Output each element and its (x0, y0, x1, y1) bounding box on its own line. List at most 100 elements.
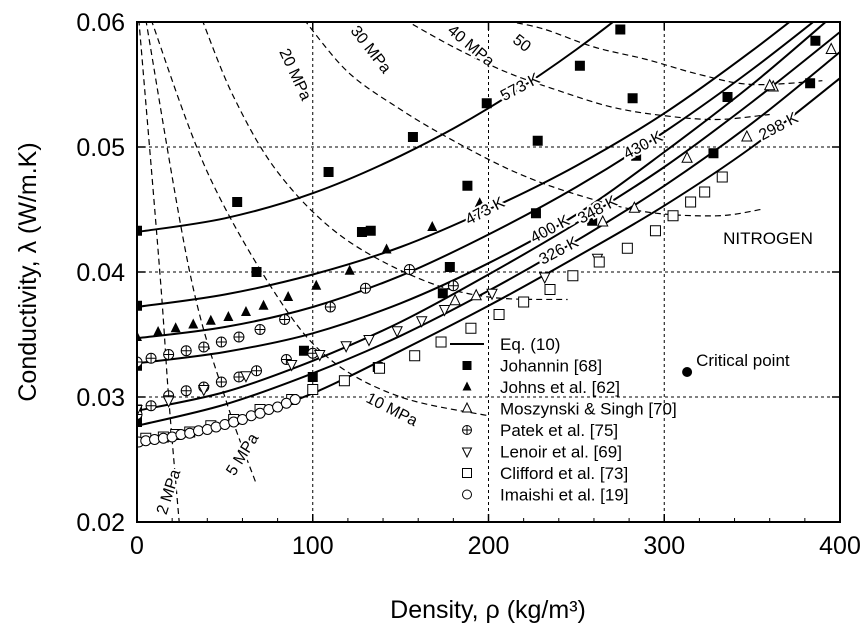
marker-open-down-triangle (438, 305, 451, 317)
marker-open-triangle (596, 214, 609, 227)
x-tick-label: 300 (643, 532, 685, 560)
marker-open-triangle (681, 151, 693, 163)
marker-open-square (544, 284, 556, 295)
marker-open-square (649, 225, 661, 237)
x-tick-label: 200 (468, 532, 510, 560)
x-tick-label: 100 (292, 532, 334, 560)
marker-open-triangle (763, 78, 776, 91)
marker-open-down-triangle (137, 405, 143, 417)
marker-open-down-triangle (363, 335, 375, 347)
marker-open-triangle (470, 288, 483, 301)
marker-filled-square (532, 135, 543, 146)
legend-label: Patek et al. [75] (500, 421, 618, 440)
marker-filled-square (137, 225, 142, 236)
marker-filled-triangle (344, 264, 355, 275)
marker-open-square (374, 362, 386, 374)
y-tick-label: 0.06 (76, 9, 125, 37)
marker-filled-triangle (205, 314, 216, 325)
marker-open-circle (462, 489, 472, 500)
y-tick-label: 0.04 (76, 259, 125, 287)
marker-open-down-triangle (415, 316, 428, 328)
isobar-label: 10 MPa (363, 390, 420, 430)
marker-filled-square (627, 93, 638, 104)
isotherm-label: 348 K (575, 193, 620, 228)
marker-crossed-circle (359, 282, 371, 294)
marker-filled-square (437, 288, 448, 299)
legend: Eq. (10) Johannin [68] Johns et al. [62] Mo… (450, 335, 677, 505)
marker-open-square (493, 309, 505, 320)
isotherm-line (137, 22, 792, 308)
marker-open-down-triangle (538, 272, 551, 285)
marker-filled-square (615, 24, 626, 35)
marker-filled-square (587, 215, 598, 226)
marker-open-square (567, 270, 579, 282)
marker-open-down-triangle (197, 385, 210, 397)
marker-filled-square (298, 345, 309, 356)
marker-open-square (409, 350, 421, 362)
marker-open-square (667, 210, 679, 222)
marker-open-square (435, 336, 447, 348)
marker-open-square (465, 322, 477, 334)
legend-label: Johannin [68] (500, 357, 602, 376)
marker-filled-triangle (258, 299, 269, 310)
marker-filled-triangle (240, 306, 251, 316)
marker-open-triangle (461, 401, 473, 413)
marker-filled-triangle (170, 322, 181, 333)
marker-open-square (518, 296, 530, 308)
marker-crossed-circle (180, 345, 192, 357)
marker-crossed-circle (215, 336, 227, 348)
substance-label: NITROGEN (723, 229, 813, 248)
isobar-label: 2 MPa (154, 467, 184, 516)
isobar-line (407, 22, 770, 121)
data-points (137, 24, 838, 448)
marker-crossed-circle (145, 400, 157, 412)
marker-filled-square (251, 267, 262, 277)
x-tick-label: 400 (819, 532, 861, 560)
marker-filled-square (137, 417, 142, 427)
marker-open-circle (289, 394, 301, 405)
marker-filled-square (462, 361, 472, 370)
legend-label: Johns et al. [62] (500, 378, 620, 397)
marker-crossed-circle (137, 356, 143, 368)
x-axis-title: Density, ρ (kg/m³) (390, 596, 586, 624)
marker-filled-square (810, 35, 821, 46)
critical-point-marker (682, 367, 693, 377)
marker-open-square (699, 186, 711, 198)
marker-open-down-triangle (486, 288, 498, 301)
marker-open-square (621, 242, 633, 254)
marker-crossed-circle (403, 264, 415, 275)
marker-filled-triangle (283, 291, 294, 301)
legend-label: Lenoir et al. [69] (500, 443, 622, 462)
critical-point-label: Critical point (696, 351, 790, 370)
y-tick-label: 0.03 (76, 384, 125, 412)
marker-filled-square (805, 78, 816, 89)
grid (137, 22, 840, 522)
marker-filled-square (481, 98, 492, 109)
marker-filled-triangle (188, 318, 199, 329)
marker-open-down-triangle (240, 371, 252, 383)
marker-crossed-circle (233, 331, 245, 343)
isotherm-line (137, 31, 840, 412)
isobar-label: 5 MPa (223, 431, 262, 479)
marker-open-square (307, 384, 319, 395)
marker-crossed-circle (324, 301, 336, 313)
marker-filled-square (407, 132, 418, 142)
legend-label: Eq. (10) (500, 335, 560, 354)
marker-filled-triangle (462, 381, 472, 391)
marker-filled-square (307, 372, 318, 382)
marker-filled-square (574, 60, 585, 71)
isobar-line (138, 22, 180, 522)
marker-filled-triangle (311, 279, 322, 290)
isobar-label: 30 MPa (347, 23, 394, 77)
marker-open-down-triangle (162, 396, 175, 408)
marker-filled-triangle (153, 326, 164, 336)
isotherm-line (137, 22, 615, 233)
x-tick-label: 0 (130, 532, 144, 560)
marker-open-down-triangle (461, 447, 473, 459)
marker-filled-square (137, 300, 142, 311)
marker-filled-triangle (137, 331, 142, 341)
marker-crossed-circle (163, 349, 175, 360)
marker-crossed-circle (254, 324, 266, 335)
isobar-line (145, 22, 258, 485)
